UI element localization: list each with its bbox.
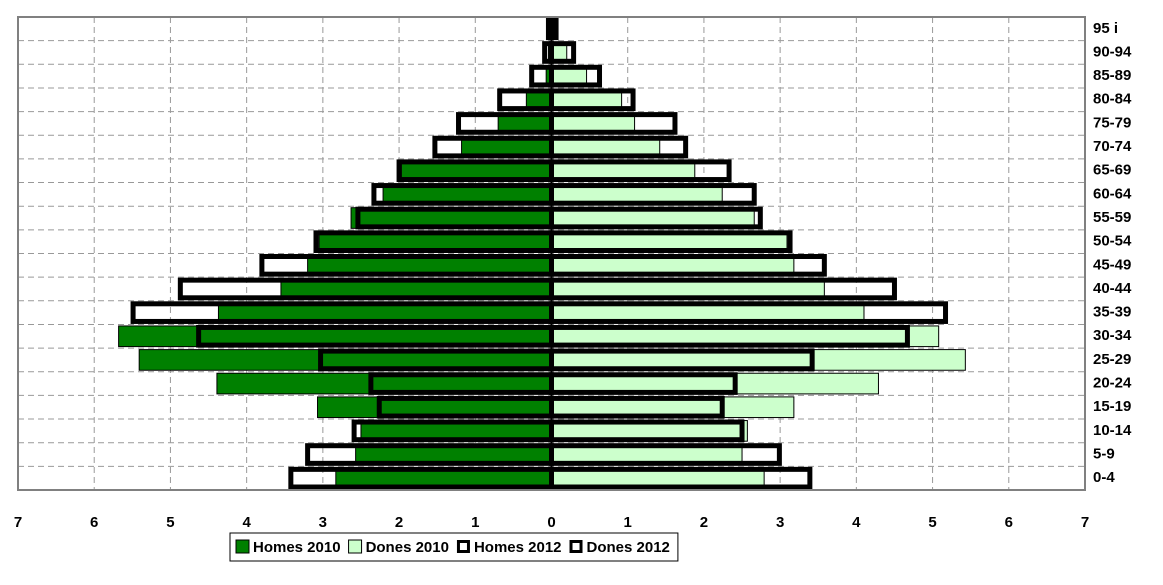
x-tick-label: 4 [852,514,861,531]
x-tick-label: 3 [319,514,327,531]
x-tick-label: 7 [1081,514,1089,531]
y-tick-label: 5-9 [1093,445,1115,462]
legend-label: Homes 2010 [253,539,341,556]
x-tick-label: 6 [1005,514,1013,531]
y-tick-label: 10-14 [1093,422,1132,439]
x-tick-label: 7 [14,514,22,531]
legend: Homes 2010 Dones 2010 Homes 2012 Dones 2012 [229,532,679,562]
y-tick-label: 20-24 [1093,375,1132,392]
y-tick-label: 0-4 [1093,469,1115,486]
y-tick-label: 45-49 [1093,256,1131,273]
y-tick-label: 50-54 [1093,233,1132,250]
x-tick-label: 3 [776,514,784,531]
y-tick-label: 25-29 [1093,351,1131,368]
y-tick-label: 95 i [1093,20,1118,37]
y-tick-label: 75-79 [1093,114,1131,131]
legend-box [229,532,679,562]
x-tick-label: 2 [395,514,403,531]
x-tick-label: 2 [700,514,708,531]
y-tick-label: 80-84 [1093,91,1132,108]
legend-swatch [456,540,470,553]
y-tick-label: 60-64 [1093,185,1132,202]
legend-swatch [235,539,250,554]
x-tick-label: 5 [166,514,174,531]
legend-label: Dones 2010 [366,539,449,556]
legend-swatch [348,539,363,554]
x-tick-label: 6 [90,514,98,531]
x-tick-label: 1 [471,514,479,531]
y-tick-label: 55-59 [1093,209,1131,226]
y-tick-label: 70-74 [1093,138,1132,155]
x-tick-label: 5 [928,514,936,531]
y-tick-label: 65-69 [1093,162,1131,179]
legend-label: Dones 2012 [587,539,670,556]
y-tick-label: 35-39 [1093,304,1131,321]
plot-border [17,16,1086,491]
y-tick-label: 40-44 [1093,280,1132,297]
legend-swatch [569,540,583,553]
y-tick-label: 30-34 [1093,327,1132,344]
y-tick-label: 85-89 [1093,67,1131,84]
x-tick-label: 0 [547,514,555,531]
x-tick-label: 1 [624,514,632,531]
legend-label: Homes 2012 [474,539,562,556]
y-tick-label: 90-94 [1093,43,1132,60]
y-tick-label: 15-19 [1093,398,1131,415]
x-tick-label: 4 [242,514,251,531]
